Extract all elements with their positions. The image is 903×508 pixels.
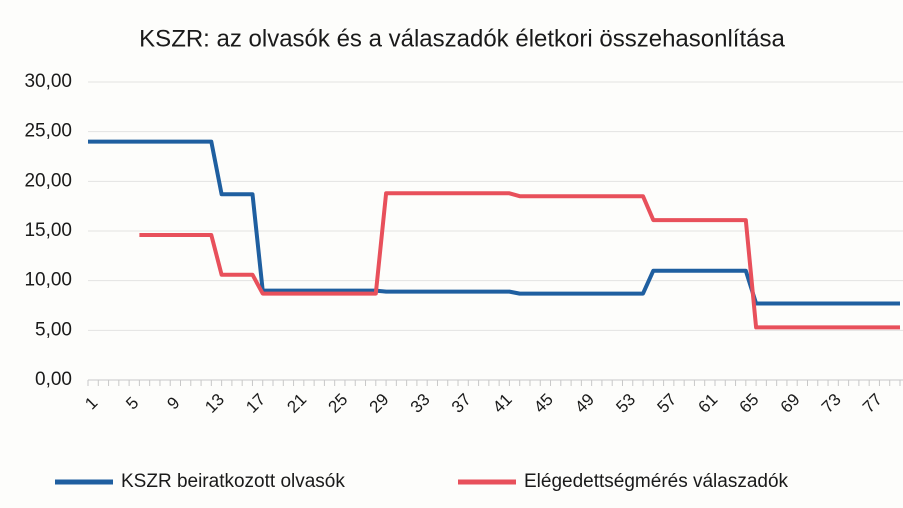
legend-label: KSZR beiratkozott olvasók [121, 471, 345, 492]
x-tick-label: 33 [407, 390, 434, 417]
x-tick-label: 49 [571, 390, 598, 417]
x-tick-label: 69 [777, 390, 804, 417]
x-tick-label: 53 [612, 390, 639, 417]
y-tick-label: 5,00 [35, 319, 72, 340]
y-tick-label: 10,00 [24, 270, 72, 291]
x-tick-label: 45 [530, 390, 557, 417]
chart-title: KSZR: az olvasók és a válaszadók életkor… [139, 25, 785, 52]
x-tick-label: 65 [736, 390, 763, 417]
x-tick-label: 13 [201, 390, 228, 417]
x-tick-label: 57 [653, 390, 680, 417]
y-tick-label: 20,00 [24, 170, 72, 191]
x-tick-label: 41 [489, 390, 516, 417]
y-tick-label: 25,00 [24, 121, 72, 142]
series-line [139, 191, 900, 330]
y-tick-label: 30,00 [24, 71, 72, 92]
x-tick-label: 29 [366, 390, 393, 417]
legend-label: Elégedettségmérés válaszadók [524, 471, 789, 492]
x-tick-label: 25 [325, 390, 352, 417]
x-tick-label: 21 [283, 390, 310, 417]
x-tick-label: 5 [122, 393, 142, 413]
x-tick-label: 37 [448, 390, 475, 417]
y-tick-label: 15,00 [24, 220, 72, 241]
y-tick-label: 0,00 [35, 369, 72, 390]
x-tick-label: 73 [818, 390, 845, 417]
series-line [88, 139, 900, 306]
x-tick-label: 17 [242, 390, 269, 417]
x-tick-label: 9 [163, 393, 183, 413]
x-tick-label: 77 [859, 390, 886, 417]
x-tick-label: 1 [81, 393, 101, 413]
x-tick-label: 61 [695, 390, 722, 417]
